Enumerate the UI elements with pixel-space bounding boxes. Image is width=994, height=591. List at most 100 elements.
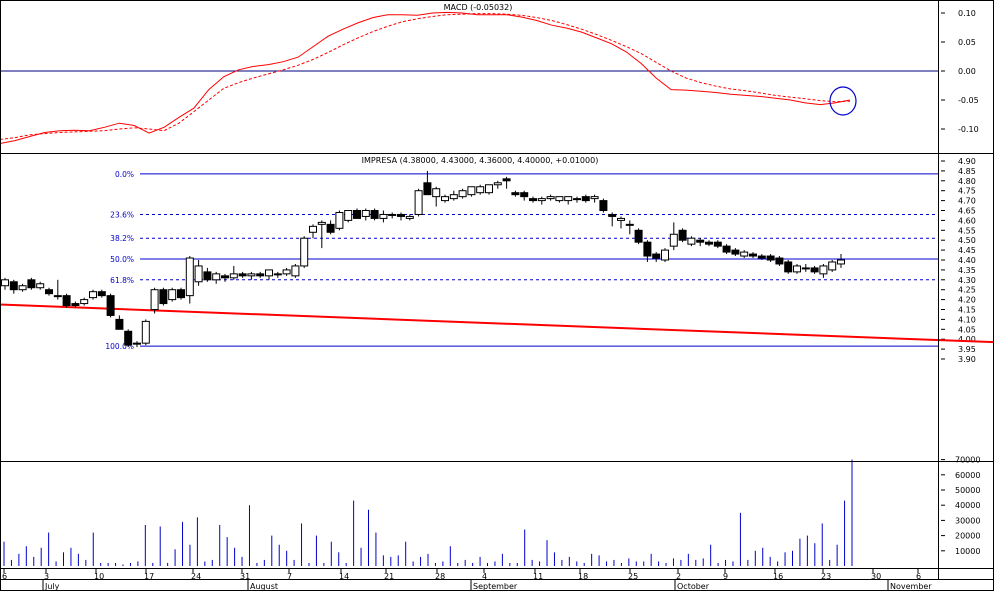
- x-day-label: 17: [144, 572, 154, 581]
- candle-body: [520, 192, 529, 198]
- volume-tick-label: 50000: [955, 486, 980, 495]
- candle-body: [9, 281, 18, 291]
- candle-body: [159, 289, 168, 305]
- x-day-label: 3: [44, 572, 49, 581]
- candle-body: [467, 186, 476, 196]
- candle-body: [555, 196, 564, 202]
- candle-body: [810, 267, 819, 273]
- candle-body: [713, 241, 722, 247]
- macd-tick-label: -0.05: [958, 96, 979, 105]
- trendline: [0, 303, 994, 344]
- x-month-label: September: [473, 582, 518, 591]
- x-day-label: 14: [339, 572, 349, 581]
- macd-tick-label: -0.10: [958, 125, 979, 134]
- price-tick-label: 4.75: [958, 187, 976, 196]
- price-tick-label: 4.70: [958, 197, 976, 206]
- candle-body: [696, 239, 705, 243]
- candle-body: [608, 213, 617, 217]
- candle-body: [397, 213, 405, 217]
- candle-body: [27, 279, 36, 289]
- candle-body: [687, 237, 696, 245]
- candle-body: [581, 196, 590, 202]
- candle-body: [229, 273, 238, 279]
- candle-body: [573, 198, 581, 201]
- candle-body: [441, 196, 449, 202]
- candle-body: [757, 255, 766, 259]
- candle-body: [432, 188, 441, 198]
- price-tick-label: 4.65: [958, 207, 976, 216]
- price-panel: IMPRESA (4.38000, 4.43000, 4.36000, 4.40…: [0, 156, 994, 364]
- candle-body: [1, 279, 9, 287]
- candle-body: [124, 330, 133, 346]
- candle-body: [793, 265, 801, 273]
- signal-line: [0, 13, 851, 140]
- price-tick-label: 4.25: [958, 286, 976, 295]
- price-tick-label: 4.40: [958, 256, 976, 265]
- candle-body: [221, 275, 229, 279]
- price-tick-label: 4.15: [958, 306, 976, 315]
- x-day-label: 23: [821, 572, 831, 581]
- candle-body: [801, 267, 810, 270]
- candlesticks: [1, 170, 845, 348]
- fibonacci-levels: 0.0% 23.6% 38.2% 50.0% 61.8% 100.0%: [105, 170, 938, 351]
- candle-body: [634, 229, 643, 243]
- price-tick-label: 4.80: [958, 177, 976, 186]
- candle-body: [722, 245, 731, 253]
- x-month-label: July: [44, 582, 60, 591]
- fibonacci-label: 38.2%: [110, 234, 134, 243]
- candle-body: [309, 225, 317, 233]
- candle-body: [282, 269, 291, 275]
- price-tick-label: 4.60: [958, 216, 976, 225]
- candle-body: [177, 289, 185, 299]
- candle-body: [828, 261, 837, 271]
- candle-body: [89, 291, 97, 299]
- candle-body: [62, 295, 71, 307]
- candle-body: [335, 211, 344, 229]
- macd-lines: [0, 11, 857, 144]
- candle-body: [300, 237, 309, 267]
- candle-body: [361, 210, 370, 217]
- price-tick-label: 4.45: [958, 246, 976, 255]
- x-day-label: 4: [482, 572, 487, 581]
- candle-body: [652, 253, 661, 259]
- candle-body: [784, 261, 793, 273]
- candle-body: [106, 295, 115, 316]
- price-tick-label: 4.20: [958, 296, 976, 305]
- price-tick-label: 3.90: [958, 355, 976, 364]
- candle-body: [97, 291, 106, 297]
- candle-body: [493, 182, 502, 186]
- macd-title: MACD (-0.05032): [444, 3, 513, 12]
- candle-body: [247, 273, 256, 277]
- candle-body: [141, 320, 150, 344]
- candle-body: [449, 194, 458, 200]
- x-month-label: August: [250, 582, 278, 591]
- x-day-label: 21: [384, 572, 394, 581]
- fibonacci-label: 0.0%: [115, 170, 134, 179]
- candle-body: [485, 184, 493, 194]
- candle-body: [168, 289, 177, 301]
- x-day-label: 25: [628, 572, 638, 581]
- candle-body: [80, 299, 89, 305]
- volume-tick-label: 10000: [955, 547, 980, 556]
- x-day-label: 6: [2, 572, 7, 581]
- candle-body: [379, 213, 388, 219]
- x-day-label: 28: [435, 572, 445, 581]
- candle-body: [819, 265, 828, 275]
- candle-body: [511, 192, 520, 196]
- candle-body: [344, 210, 353, 221]
- price-title: IMPRESA (4.38000, 4.43000, 4.36000, 4.40…: [362, 156, 599, 165]
- price-y-axis: 4.904.854.804.754.704.654.604.554.504.45…: [941, 157, 976, 364]
- volume-tick-label: 20000: [955, 532, 980, 541]
- candle-body: [203, 271, 212, 281]
- price-tick-label: 4.50: [958, 236, 976, 245]
- price-tick-label: 3.95: [958, 345, 976, 354]
- candle-body: [502, 178, 511, 182]
- candle-body: [740, 251, 749, 257]
- x-day-label: 24: [191, 572, 201, 581]
- candle-body: [405, 215, 414, 219]
- candle-body: [837, 259, 845, 265]
- candle-body: [256, 273, 265, 277]
- candle-body: [370, 210, 379, 219]
- fibonacci-label: 100.0%: [105, 342, 134, 351]
